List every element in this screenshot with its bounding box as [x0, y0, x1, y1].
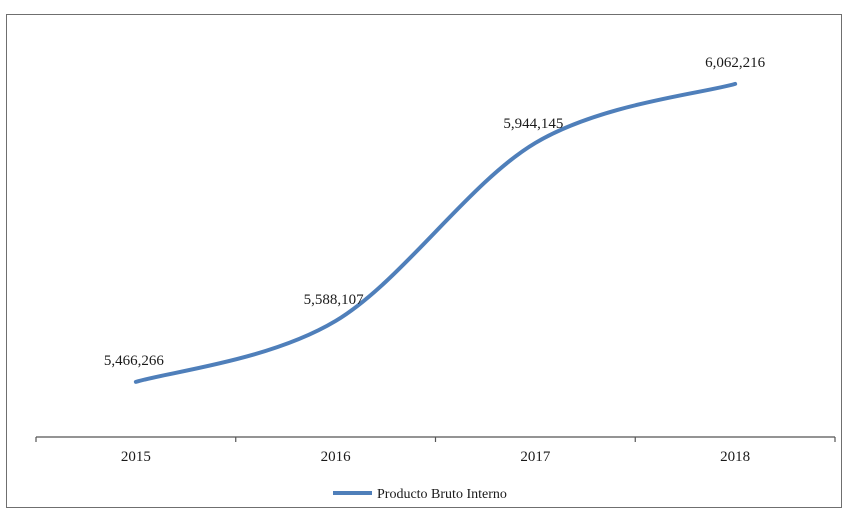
- x-tick-label: 2016: [321, 449, 352, 465]
- x-tick-label: 2017: [520, 449, 551, 465]
- data-label: 5,466,266: [104, 353, 165, 369]
- chart-frame: [6, 14, 842, 508]
- series-line-pbi: [133, 81, 738, 384]
- data-labels: 5,466,266 5,588,107 5,944,145 6,062,216: [104, 55, 766, 369]
- data-label: 5,588,107: [304, 292, 365, 308]
- series-layer: [133, 81, 738, 384]
- x-tick-label: 2015: [121, 449, 151, 465]
- legend-label: Producto Bruto Interno: [377, 487, 507, 502]
- x-axis: 2015 2016 2017 2018: [35, 436, 836, 465]
- x-tick-label: 2018: [720, 449, 750, 465]
- legend: Producto Bruto Interno: [333, 487, 507, 502]
- data-label: 5,944,145: [503, 116, 563, 132]
- data-label: 6,062,216: [705, 55, 766, 71]
